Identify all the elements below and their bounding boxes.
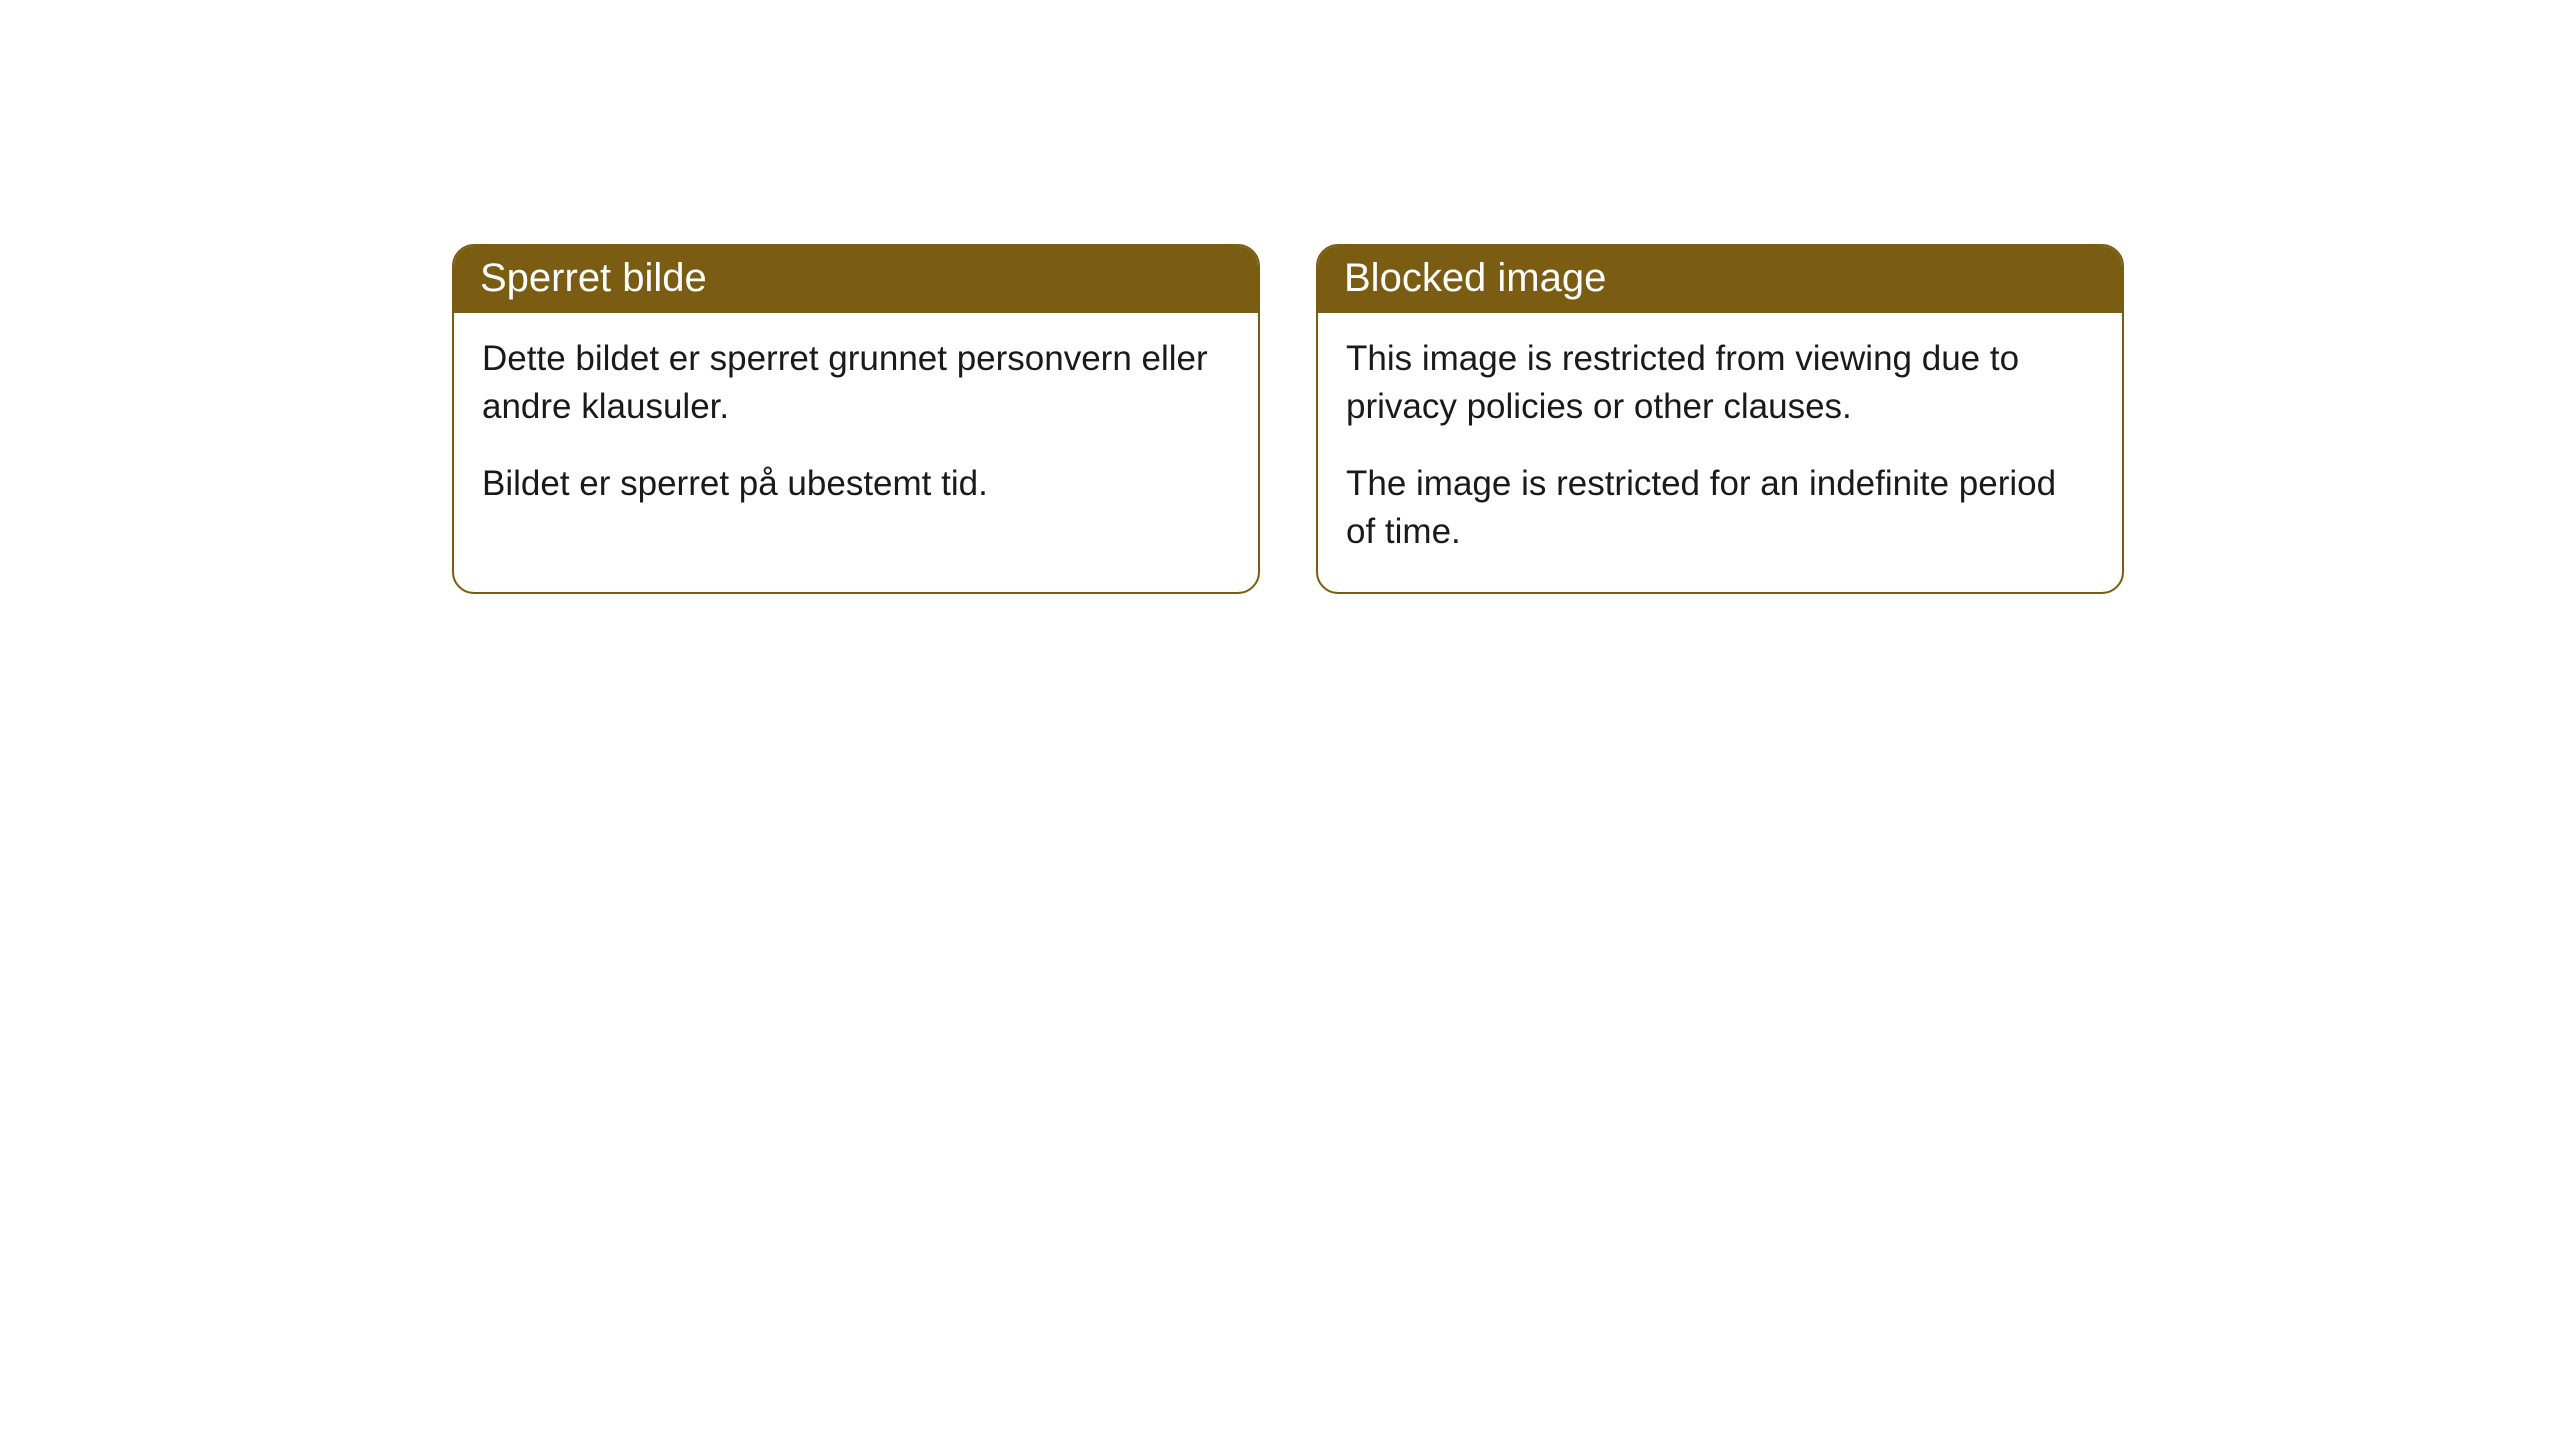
blocked-image-card-no: Sperret bilde Dette bildet er sperret gr…: [452, 244, 1260, 594]
blocked-image-card-en: Blocked image This image is restricted f…: [1316, 244, 2124, 594]
card-paragraph-1: This image is restricted from viewing du…: [1346, 335, 2094, 432]
card-header: Sperret bilde: [454, 246, 1258, 313]
card-paragraph-2: The image is restricted for an indefinit…: [1346, 460, 2094, 557]
card-body: Dette bildet er sperret grunnet personve…: [454, 313, 1258, 544]
card-paragraph-2: Bildet er sperret på ubestemt tid.: [482, 460, 1230, 508]
notice-cards-container: Sperret bilde Dette bildet er sperret gr…: [0, 0, 2560, 594]
card-paragraph-1: Dette bildet er sperret grunnet personve…: [482, 335, 1230, 432]
card-body: This image is restricted from viewing du…: [1318, 313, 2122, 592]
card-header: Blocked image: [1318, 246, 2122, 313]
